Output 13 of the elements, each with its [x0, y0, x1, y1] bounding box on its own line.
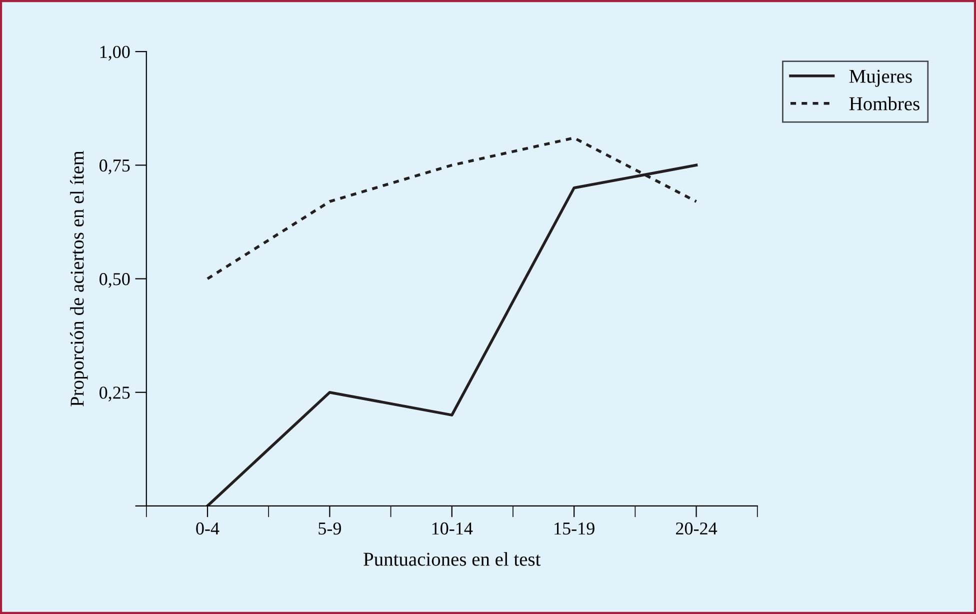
x-tick-label: 15-19	[554, 522, 594, 535]
x-tick-label: 5-9	[318, 522, 341, 535]
y-axis-title: Proporción de aciertos en el ítem	[70, 150, 88, 406]
x-axis-title: Puntuaciones en el test	[364, 552, 541, 566]
legend-label: Hombres	[849, 96, 920, 110]
y-tick-label: 0,25	[100, 386, 130, 402]
y-tick-label: 0,75	[100, 159, 130, 174]
x-tick-label: 20-24	[676, 522, 718, 535]
y-tick-label: 1,00	[100, 46, 130, 61]
y-tick-label: 0,50	[100, 273, 130, 288]
legend-label: Mujeres	[849, 70, 912, 87]
x-tick-label: 0-4	[196, 522, 220, 535]
x-tick-label: 10-14	[432, 522, 473, 535]
